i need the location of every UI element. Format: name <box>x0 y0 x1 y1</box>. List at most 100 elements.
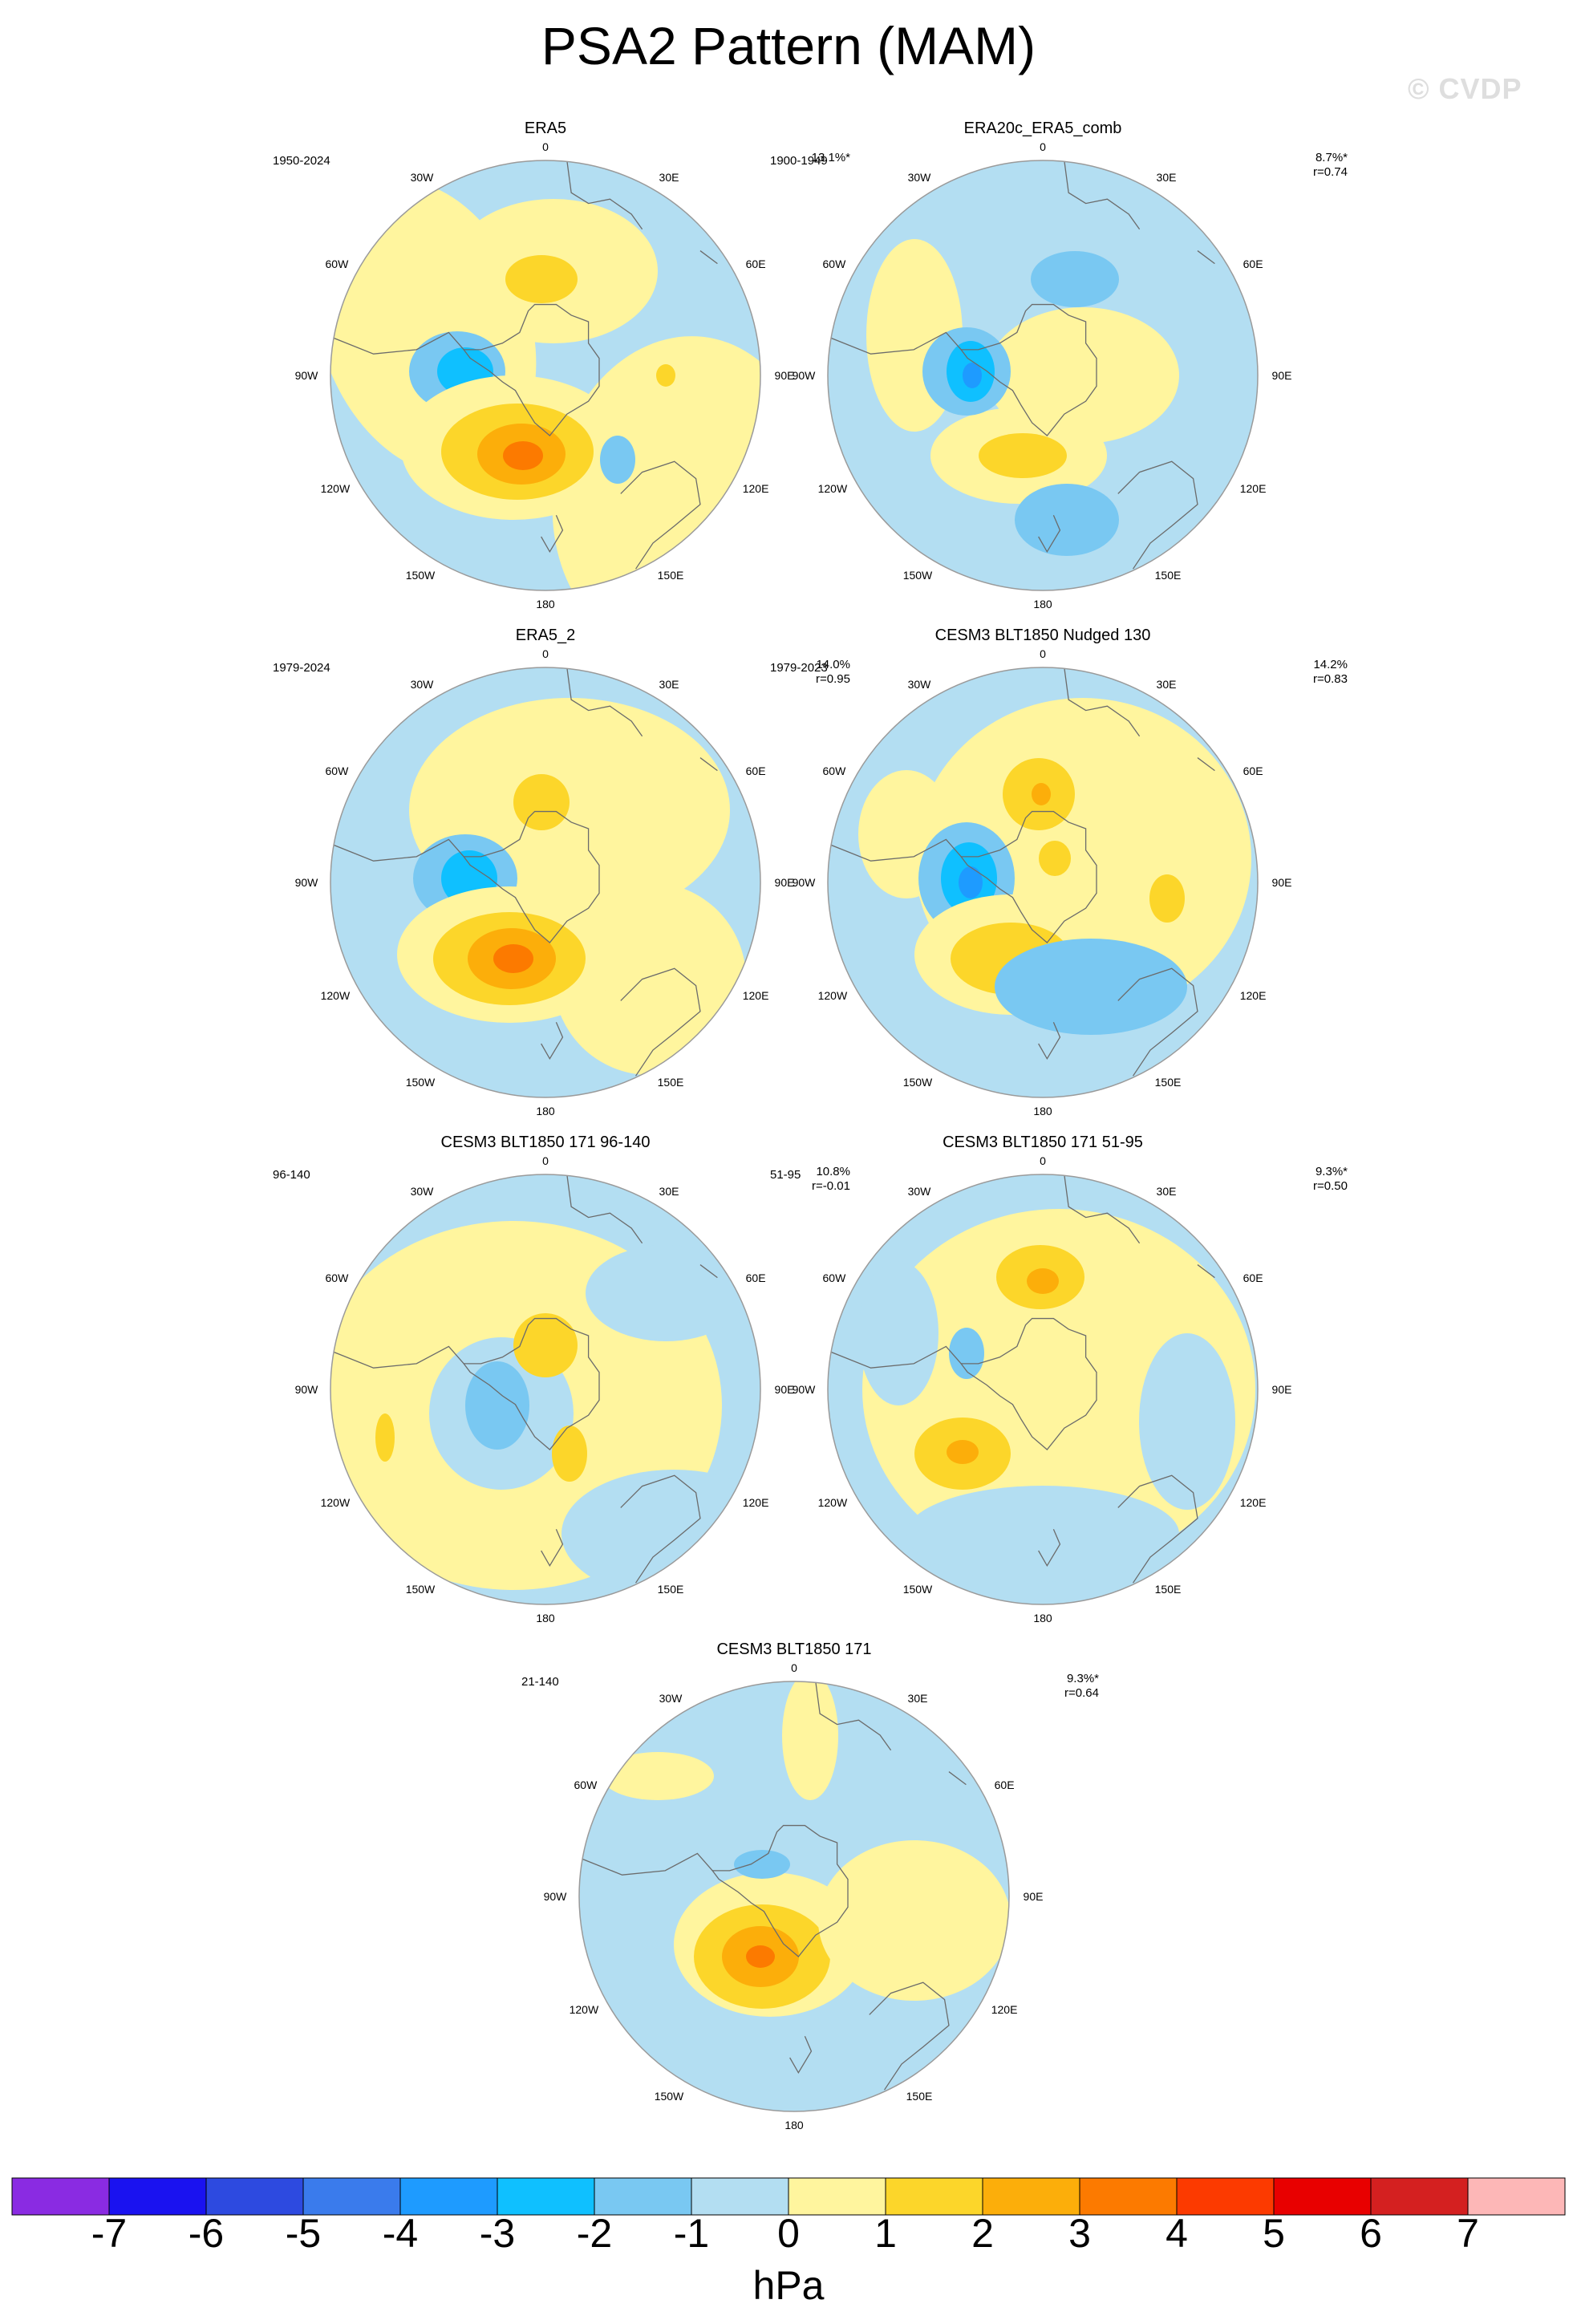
longitude-label: 30E <box>659 1185 679 1198</box>
polar-map: 0 180 90W 90E 30W 30E 60W 60E 120W 120E 150W 150E <box>295 1154 795 1624</box>
colorbar-tick-label: -5 <box>285 2211 322 2256</box>
contour-region <box>858 1261 938 1405</box>
colorbar-swatch <box>205 2177 304 2216</box>
panel-title: ERA5_2 <box>515 627 576 644</box>
panel-title: ERA5 <box>524 120 567 137</box>
coastline <box>789 2035 813 2075</box>
panel-variance-pct: 14.0% <box>816 658 850 671</box>
panel-correlation: r=-0.01 <box>812 1179 850 1193</box>
longitude-label: 180 <box>1033 1105 1052 1117</box>
coastline <box>828 838 962 862</box>
colorbar-swatch <box>399 2177 498 2216</box>
coastline <box>620 967 701 1077</box>
colorbar-tick-label: 5 <box>1263 2211 1285 2256</box>
colorbar-swatch <box>594 2177 692 2216</box>
contour-region <box>602 1752 714 1800</box>
longitude-label: 150W <box>406 1076 436 1089</box>
contour-region <box>782 1681 838 1800</box>
panel-variance-pct: 13.1%* <box>811 151 850 164</box>
coastline <box>541 514 564 554</box>
contour-region <box>1139 1333 1235 1510</box>
longitude-label: 150W <box>406 1583 436 1596</box>
longitude-label: 180 <box>536 1105 555 1117</box>
longitude-label: 120E <box>743 1496 769 1509</box>
longitude-label: 90W <box>793 1383 817 1396</box>
antarctica-coastline <box>462 303 600 436</box>
colorbar-tick-label: 7 <box>1457 2211 1479 2256</box>
colorbar <box>11 2177 1566 2216</box>
longitude-label: 0 <box>1040 140 1046 153</box>
longitude-label: 60W <box>326 258 350 270</box>
longitude-label: 120W <box>570 2003 599 2016</box>
panel-years: 21-140 <box>521 1675 559 1689</box>
longitude-label: 90E <box>1024 1890 1044 1903</box>
contour-region <box>1027 1268 1059 1294</box>
panel-years: 1900-1949 <box>770 154 828 168</box>
panel-title: ERA20c_ERA5_comb <box>963 120 1122 137</box>
map-panel: 0 180 90W 90E 30W 30E 60W 60E 120W 120E 150W 150E CE… <box>738 1133 1348 1646</box>
longitude-label: 120W <box>818 482 848 495</box>
longitude-label: 90E <box>775 369 795 382</box>
contour-region <box>979 433 1067 478</box>
panel-title: CESM3 BLT1850 Nudged 130 <box>934 627 1151 644</box>
longitude-label: 0 <box>1040 647 1046 660</box>
map-panel: 0 180 90W 90E 30W 30E 60W 60E 120W 120E 150W 150E ER… <box>241 119 850 632</box>
colorbar-tick-label: 6 <box>1360 2211 1382 2256</box>
coastline <box>541 1021 564 1061</box>
antarctica-coastline <box>711 1824 849 1957</box>
longitude-label: 30W <box>411 678 435 691</box>
coastline <box>1197 250 1215 265</box>
colorbar-tick-label: -4 <box>382 2211 419 2256</box>
longitude-label: 90E <box>775 876 795 889</box>
colorbar-swatch <box>885 2177 983 2216</box>
longitude-label: 30E <box>1157 678 1177 691</box>
longitude-label: 150W <box>406 569 436 582</box>
polar-map: 0 180 90W 90E 30W 30E 60W 60E 120W 120E 150W 150E <box>295 647 795 1117</box>
coastline <box>330 838 464 862</box>
map-panel: 0 180 90W 90E 30W 30E 60W 60E 120W 120E 150W 150E ER… <box>738 119 1348 632</box>
map-boundary <box>827 160 1259 591</box>
contour-region <box>503 441 543 470</box>
longitude-label: 60W <box>326 1272 350 1284</box>
antarctica-coastline <box>462 810 600 943</box>
longitude-label: 90E <box>1272 1383 1292 1396</box>
longitude-label: 60W <box>823 765 847 777</box>
map-panel: 0 180 90W 90E 30W 30E 60W 60E 120W 120E 150W 150E ER… <box>241 626 850 1139</box>
panel-stats: 10.8% r=-0.01 <box>746 1165 850 1194</box>
coastline <box>699 1264 718 1279</box>
colorbar-tick-label: 4 <box>1166 2211 1188 2256</box>
coastline <box>566 667 643 737</box>
contour-region <box>963 363 982 388</box>
longitude-label: 90W <box>295 369 319 382</box>
longitude-label: 0 <box>542 647 549 660</box>
longitude-label: 60E <box>1243 258 1263 270</box>
longitude-label: 60W <box>823 1272 847 1284</box>
map-boundary <box>330 1174 761 1605</box>
longitude-label: 120W <box>321 1496 351 1509</box>
longitude-label: 120W <box>818 989 848 1002</box>
colorbar-tick-label: -6 <box>188 2211 225 2256</box>
panel-stats: 9.3%* r=0.50 <box>1243 1165 1348 1194</box>
polar-map: 0 180 90W 90E 30W 30E 60W 60E 120W 120E 150W 150E <box>793 647 1292 1117</box>
longitude-label: 0 <box>1040 1154 1046 1167</box>
longitude-label: 90W <box>793 876 817 889</box>
coastline <box>948 1771 967 1786</box>
longitude-label: 150E <box>906 2090 933 2103</box>
longitude-label: 30E <box>659 678 679 691</box>
contour-region <box>586 1245 746 1341</box>
panel-years: 1979-2024 <box>273 661 330 675</box>
longitude-label: 60W <box>574 1778 598 1791</box>
panel-correlation: r=0.64 <box>1064 1686 1099 1700</box>
longitude-label: 60E <box>1243 765 1263 777</box>
contour-region <box>1149 874 1185 923</box>
coastline <box>566 160 643 230</box>
colorbar-unit: hPa <box>752 2263 825 2308</box>
longitude-label: 150W <box>903 1076 933 1089</box>
colorbar-tick-label: 3 <box>1068 2211 1091 2256</box>
coastline <box>699 757 718 772</box>
longitude-label: 150W <box>903 1583 933 1596</box>
coastline <box>699 250 718 265</box>
map-boundary <box>827 667 1259 1098</box>
longitude-label: 150E <box>658 1076 684 1089</box>
contour-region <box>995 939 1187 1035</box>
